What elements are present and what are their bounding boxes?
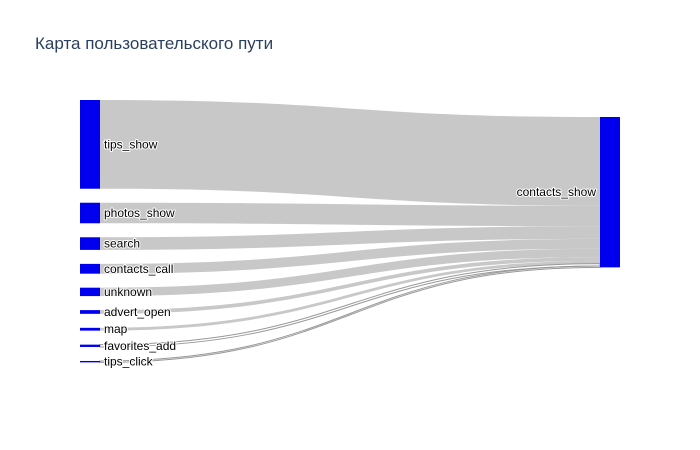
node-tips-click[interactable] [80, 360, 100, 363]
node-label-photos-show: photos_show [104, 206, 175, 220]
node-tips-show[interactable] [80, 100, 100, 189]
node-contacts-show[interactable] [600, 117, 620, 268]
node-label-advert-open: advert_open [104, 305, 171, 319]
node-label-tips-show: tips_show [104, 137, 158, 151]
link-photos-show-to-contacts-show[interactable] [100, 202, 600, 227]
node-contacts-call[interactable] [80, 263, 100, 274]
node-favorites-add[interactable] [80, 344, 100, 347]
chart-title: Карта пользовательского пути [35, 34, 274, 53]
link-tips-show-to-contacts-show[interactable] [100, 100, 600, 206]
node-advert-open[interactable] [80, 310, 100, 314]
node-unknown[interactable] [80, 287, 100, 297]
node-label-search: search [104, 237, 140, 251]
node-label-tips-click: tips_click [104, 355, 154, 369]
link-unknown-to-contacts-show[interactable] [100, 248, 600, 297]
links-group [99, 100, 601, 363]
nodes-group [80, 100, 620, 363]
node-label-contacts-show: contacts_show [517, 185, 597, 199]
link-contacts-call-to-contacts-show[interactable] [100, 238, 600, 274]
node-map[interactable] [80, 327, 100, 331]
node-search[interactable] [80, 237, 100, 250]
node-label-map: map [104, 322, 128, 336]
node-photos-show[interactable] [80, 202, 100, 224]
node-label-favorites-add: favorites_add [104, 339, 176, 353]
node-label-contacts-call: contacts_call [104, 262, 173, 276]
link-map-to-contacts-show[interactable] [100, 260, 600, 331]
node-label-unknown: unknown [104, 285, 152, 299]
link-search-to-contacts-show[interactable] [100, 226, 600, 250]
link-advert-open-to-contacts-show[interactable] [100, 257, 600, 314]
